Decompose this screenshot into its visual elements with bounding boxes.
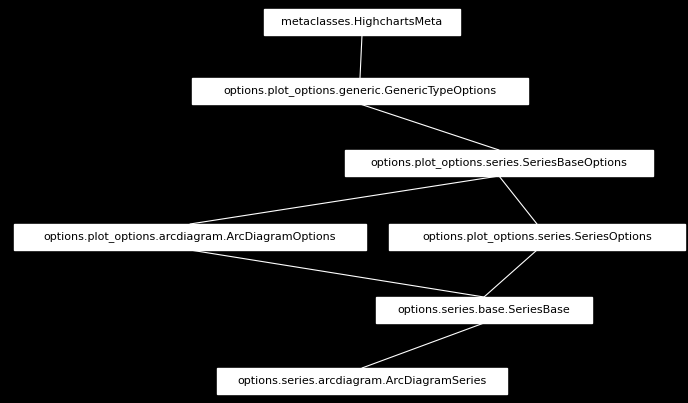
FancyBboxPatch shape: [192, 78, 528, 104]
Text: options.plot_options.generic.GenericTypeOptions: options.plot_options.generic.GenericType…: [224, 85, 497, 96]
Text: options.series.arcdiagram.ArcDiagramSeries: options.series.arcdiagram.ArcDiagramSeri…: [237, 376, 486, 386]
FancyBboxPatch shape: [264, 9, 460, 35]
FancyBboxPatch shape: [345, 150, 653, 176]
Text: options.series.base.SeriesBase: options.series.base.SeriesBase: [398, 305, 570, 315]
Text: options.plot_options.arcdiagram.ArcDiagramOptions: options.plot_options.arcdiagram.ArcDiagr…: [44, 232, 336, 243]
FancyBboxPatch shape: [376, 297, 592, 323]
Text: options.plot_options.series.SeriesOptions: options.plot_options.series.SeriesOption…: [422, 232, 652, 243]
Text: metaclasses.HighchartsMeta: metaclasses.HighchartsMeta: [281, 17, 442, 27]
FancyBboxPatch shape: [217, 368, 507, 394]
FancyBboxPatch shape: [389, 224, 685, 250]
FancyBboxPatch shape: [14, 224, 366, 250]
Text: options.plot_options.series.SeriesBaseOptions: options.plot_options.series.SeriesBaseOp…: [371, 158, 627, 168]
